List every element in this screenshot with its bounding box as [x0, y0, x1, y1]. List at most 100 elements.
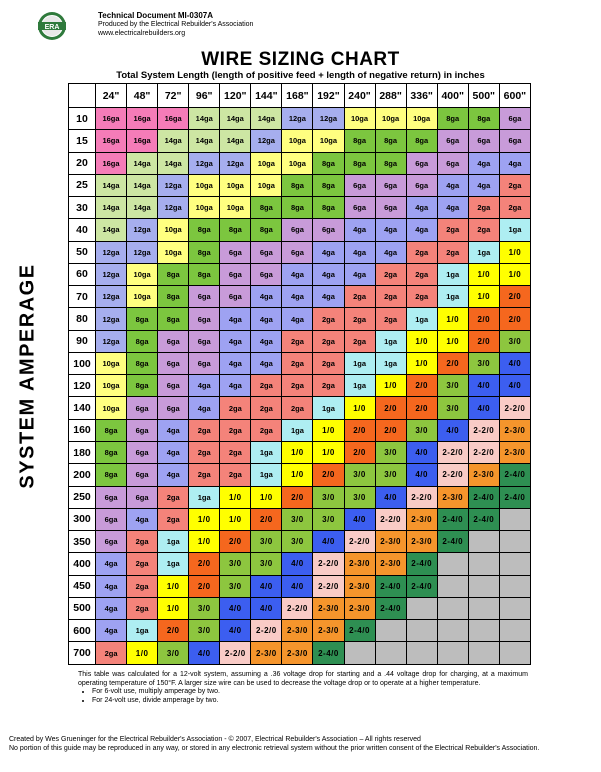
gauge-cell: 1ga — [343, 351, 376, 376]
gauge-cell: 1ga — [498, 218, 532, 242]
gauge-cell: 3/0 — [219, 552, 252, 576]
gauge-cell: 2ga — [312, 374, 345, 398]
gauge-cell: 3/0 — [250, 552, 283, 576]
gauge-cell: 2/0 — [436, 351, 469, 376]
gauge-cell: 2ga — [312, 329, 345, 353]
empty-cell — [436, 552, 469, 576]
amperage-label: 140 — [68, 396, 96, 420]
amperage-row: 160 8ga 6ga 4ga 2ga 2ga 2ga 1ga 1/0 2/0 2/0 3/0 4/0 2… — [68, 418, 532, 442]
gauge-cell: 8ga — [250, 218, 283, 242]
gauge-cell: 2-3/0 — [250, 641, 283, 665]
gauge-cell: 8ga — [219, 218, 252, 242]
gauge-cell: 8ga — [343, 129, 376, 153]
gauge-cell: 12ga — [312, 106, 345, 131]
gauge-cell: 6ga — [219, 240, 252, 264]
gauge-cell: 14ga — [188, 129, 221, 153]
gauge-cell: 6ga — [126, 396, 159, 420]
note-bullet: For 6-volt use, multiply amperage by two… — [92, 688, 528, 697]
gauge-cell: 1/0 — [188, 507, 221, 532]
producer-line: Produced by the Electrical Rebuilder's A… — [98, 21, 254, 28]
gauge-cell: 8ga — [374, 151, 407, 175]
amperage-row: 90 12ga 8ga 6ga 6ga 4ga 4ga 2ga 2ga 2ga 1ga 1/0 1/0 2… — [68, 329, 532, 353]
gauge-cell: 2-2/0 — [374, 507, 407, 532]
gauge-cell: 2/0 — [312, 463, 345, 487]
amperage-label: 160 — [68, 418, 96, 442]
gauge-cell: 4ga — [436, 173, 469, 198]
gauge-cell: 10ga — [312, 129, 345, 153]
amperage-label: 300 — [68, 507, 96, 532]
amperage-row: 40 14ga 12ga 10ga 8ga 8ga 8ga 6ga 6ga 4ga 4ga 4ga 2g… — [68, 218, 532, 242]
length-header: 144" — [250, 83, 283, 108]
amperage-label: 50 — [68, 240, 96, 264]
amperage-label: 100 — [68, 351, 96, 376]
gauge-cell: 4ga — [219, 329, 252, 353]
gauge-cell: 2-4/0 — [498, 485, 532, 509]
gauge-cell: 2ga — [343, 329, 376, 353]
gauge-cell: 8ga — [281, 173, 314, 198]
gauge-cell: 2ga — [219, 463, 252, 487]
gauge-cell: 12ga — [94, 262, 128, 287]
gauge-cell: 1ga — [436, 262, 469, 287]
gauge-cell: 1/0 — [343, 396, 376, 420]
gauge-cell: 14ga — [219, 106, 252, 131]
gauge-cell: 12ga — [126, 240, 159, 264]
footer-notice: No portion of this guide may be reproduc… — [9, 745, 540, 752]
gauge-cell: 2ga — [281, 329, 314, 353]
gauge-cell: 2/0 — [374, 418, 407, 442]
gauge-cell: 2-4/0 — [467, 507, 500, 532]
gauge-cell: 1ga — [374, 329, 407, 353]
gauge-cell: 1ga — [188, 485, 221, 509]
page-subtitle: Total System Length (length of positive … — [116, 70, 485, 81]
gauge-cell: 10ga — [94, 351, 128, 376]
gauge-cell: 2ga — [436, 240, 469, 264]
gauge-cell: 10ga — [94, 374, 128, 398]
gauge-cell: 1/0 — [157, 574, 190, 598]
empty-cell — [498, 507, 532, 532]
gauge-cell: 6ga — [343, 196, 376, 220]
length-header: 240" — [343, 83, 376, 108]
gauge-cell: 4ga — [312, 240, 345, 264]
amperage-label: 70 — [68, 285, 96, 309]
length-header: 192" — [312, 83, 345, 108]
gauge-cell: 2/0 — [281, 485, 314, 509]
amperage-label: 15 — [68, 129, 96, 153]
gauge-cell: 2ga — [188, 418, 221, 442]
gauge-cell: 2/0 — [405, 396, 438, 420]
gauge-cell: 1/0 — [498, 240, 532, 264]
gauge-cell: 2ga — [126, 596, 159, 621]
gauge-cell: 1ga — [250, 463, 283, 487]
gauge-cell: 12ga — [157, 173, 190, 198]
gauge-cell: 10ga — [250, 173, 283, 198]
gauge-cell: 12ga — [94, 285, 128, 309]
gauge-cell: 2ga — [126, 552, 159, 576]
amperage-row: 25 14ga 14ga 12ga 10ga 10ga 10ga 8ga 8ga 6ga 6ga 6g… — [68, 173, 532, 198]
gauge-cell: 4ga — [250, 307, 283, 331]
gauge-cell: 1/0 — [281, 440, 314, 465]
gauge-cell: 4ga — [94, 552, 128, 576]
document-id: Technical Document MI-0307A — [98, 11, 213, 20]
gauge-cell: 2/0 — [188, 552, 221, 576]
gauge-cell: 8ga — [405, 129, 438, 153]
gauge-cell: 6ga — [126, 418, 159, 442]
gauge-cell: 14ga — [94, 196, 128, 220]
gauge-cell: 4ga — [219, 307, 252, 331]
gauge-cell: 2ga — [343, 307, 376, 331]
gauge-cell: 2ga — [188, 463, 221, 487]
gauge-cell: 4/0 — [281, 574, 314, 598]
gauge-cell: 6ga — [219, 285, 252, 309]
gauge-cell: 4ga — [250, 329, 283, 353]
gauge-cell: 10ga — [94, 396, 128, 420]
gauge-cell: 6ga — [219, 262, 252, 287]
gauge-cell: 14ga — [94, 173, 128, 198]
gauge-cell: 14ga — [157, 129, 190, 153]
gauge-cell: 2ga — [281, 351, 314, 376]
gauge-cell: 4/0 — [436, 418, 469, 442]
gauge-cell: 4/0 — [498, 374, 532, 398]
gauge-cell: 3/0 — [312, 485, 345, 509]
gauge-cell: 2-2/0 — [312, 574, 345, 598]
gauge-cell: 8ga — [188, 262, 221, 287]
gauge-cell: 2/0 — [405, 374, 438, 398]
website-link[interactable]: www.electricalrebuilders.org — [98, 30, 186, 37]
gauge-cell: 2/0 — [157, 619, 190, 643]
gauge-cell: 1/0 — [126, 641, 159, 665]
